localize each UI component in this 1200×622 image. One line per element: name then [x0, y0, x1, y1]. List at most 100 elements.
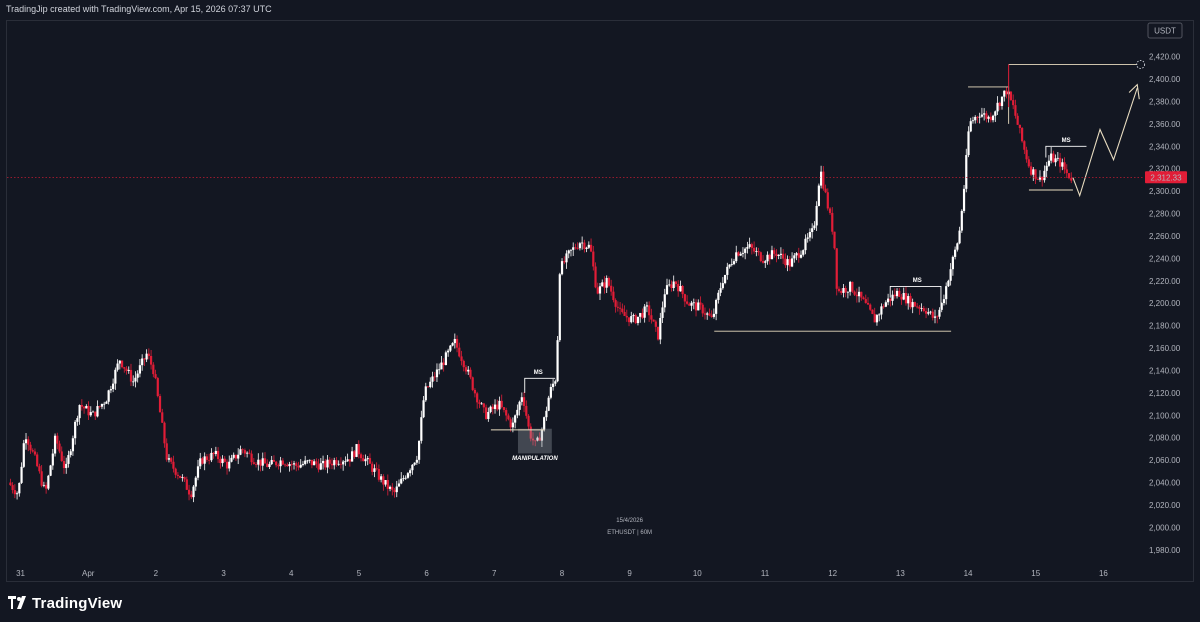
candle-body — [592, 251, 595, 267]
candle-body — [1052, 153, 1055, 163]
candle-body — [248, 452, 251, 454]
candle-body — [98, 406, 101, 407]
attribution-bar: TradingJip created with TradingView.com,… — [0, 0, 1200, 20]
candle-body — [447, 350, 450, 353]
candle-body — [1018, 124, 1021, 128]
candle-body — [199, 458, 202, 467]
candle-body — [377, 468, 380, 480]
candle-body — [641, 313, 644, 318]
candle-body — [625, 315, 628, 318]
candle-body — [223, 458, 226, 462]
candle-body — [916, 306, 919, 308]
candle-body — [20, 466, 23, 483]
candle-body — [292, 463, 296, 465]
chart-frame[interactable]: MS MANIPULATION MS MS 1,980.00 2,000.00 2,020… — [6, 20, 1194, 582]
candle-body — [616, 306, 619, 308]
candle-body — [735, 252, 738, 262]
candle-body — [435, 369, 439, 378]
candle-body — [165, 443, 168, 460]
candle-body — [619, 307, 622, 309]
candle-body — [853, 291, 856, 295]
candle-body — [668, 284, 671, 286]
price-chart[interactable]: MS MANIPULATION MS MS 1,980.00 2,000.00 2,020… — [7, 21, 1193, 581]
candle-body — [589, 244, 593, 252]
candle-body — [232, 454, 235, 458]
candle-body — [69, 451, 72, 456]
candle-body — [726, 266, 729, 275]
candle-body — [24, 439, 28, 444]
candle-body — [516, 409, 519, 416]
currency-label: USDT — [1154, 27, 1176, 36]
candle-body — [650, 315, 653, 320]
x-tick-label: 16 — [1099, 569, 1108, 578]
candle-body — [391, 486, 394, 490]
candle-body — [831, 212, 834, 232]
candle-body — [438, 369, 441, 371]
candle-body — [388, 486, 392, 489]
candle-body — [991, 115, 995, 121]
currency-badge[interactable] — [1147, 22, 1183, 39]
candle-body — [458, 347, 461, 357]
candle-body — [118, 360, 121, 364]
candle-body — [426, 386, 430, 388]
candle-body — [891, 294, 894, 301]
candle-body — [621, 308, 624, 313]
candle-body — [116, 363, 119, 370]
candle-body — [85, 405, 88, 409]
candle-body — [869, 304, 872, 310]
candle-body — [440, 362, 443, 370]
candle-body — [429, 381, 432, 387]
candle-body — [971, 120, 975, 122]
candle-body — [543, 417, 546, 430]
candle-body — [442, 362, 445, 366]
y-tick-label: 2,380.00 — [1149, 97, 1181, 106]
candle-body — [820, 171, 823, 186]
candle-body — [400, 478, 403, 484]
candle-body — [357, 444, 360, 455]
candle-body — [333, 460, 336, 466]
candle-body — [654, 321, 657, 327]
y-tick-label: 2,300.00 — [1149, 187, 1181, 196]
candle-body — [212, 452, 215, 455]
y-tick-label: 2,080.00 — [1149, 434, 1181, 443]
candle-body — [824, 188, 827, 193]
candle-body — [246, 452, 249, 454]
candle-body — [529, 426, 532, 439]
candle-body — [299, 464, 302, 468]
candle-body — [272, 459, 276, 462]
candle-body — [467, 369, 470, 372]
candle-body — [784, 258, 787, 266]
candle-body — [78, 405, 81, 419]
candle-body — [793, 255, 796, 259]
candle-body — [947, 280, 950, 287]
candle-body — [980, 114, 984, 117]
candle-body — [813, 225, 816, 229]
candle-body — [60, 451, 63, 461]
x-tick-label: 4 — [289, 569, 294, 578]
candle-body — [808, 232, 812, 238]
candle-body — [290, 464, 293, 465]
candle-body — [308, 459, 311, 461]
candle-body — [431, 376, 434, 382]
candle-body — [1032, 169, 1035, 175]
candle-body — [313, 461, 316, 466]
candle-body — [288, 464, 291, 467]
candle-body — [402, 478, 405, 480]
candle-body — [103, 403, 106, 405]
candle-body — [983, 113, 986, 115]
candle-body — [833, 231, 836, 249]
candle-body — [373, 468, 376, 472]
candle-body — [797, 253, 800, 258]
candle-body — [556, 340, 559, 382]
candle-body — [321, 460, 325, 464]
candle-body — [1045, 165, 1048, 171]
candle-body — [161, 412, 164, 423]
candle-body — [587, 244, 590, 248]
candle-body — [540, 429, 544, 441]
candle-body — [962, 188, 966, 211]
candle-body — [413, 462, 416, 465]
candle-body — [703, 313, 707, 315]
candle-body — [109, 389, 112, 391]
candle-body — [605, 277, 608, 288]
candle-body — [692, 302, 695, 304]
